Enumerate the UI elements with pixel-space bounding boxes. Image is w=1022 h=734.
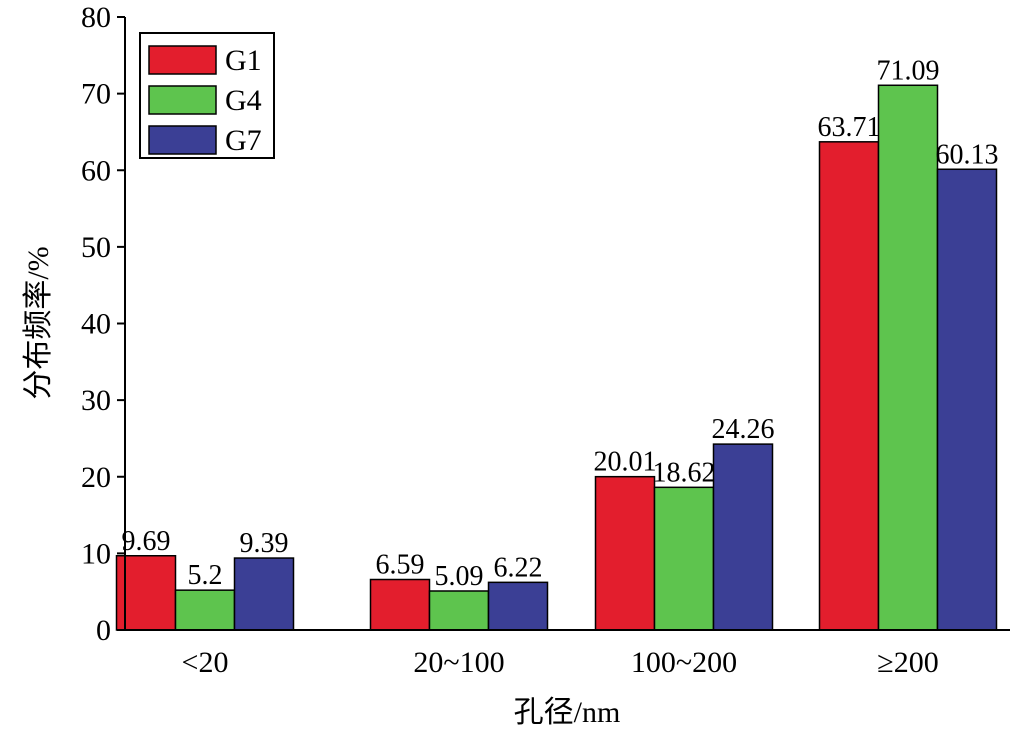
x-axis-title: 孔径/nm <box>514 696 621 729</box>
x-tick-label: <20 <box>182 646 229 679</box>
legend-label: G4 <box>225 84 262 117</box>
data-label: 20.01 <box>594 447 657 478</box>
data-label: 9.39 <box>240 528 289 559</box>
y-tick-label: 80 <box>81 1 111 34</box>
y-tick-label: 0 <box>96 614 111 647</box>
bar-g1 <box>818 141 880 631</box>
legend-label: G7 <box>225 124 262 157</box>
legend-swatch-g1 <box>148 45 217 75</box>
x-tick-label: 20~100 <box>413 646 504 679</box>
data-label: 5.09 <box>435 561 484 592</box>
legend-swatch-g7 <box>148 125 217 155</box>
bar-g4 <box>174 589 236 631</box>
bar-g7 <box>936 168 998 631</box>
y-tick-label: 20 <box>81 461 111 494</box>
y-tick-label: 60 <box>81 154 111 187</box>
bar-g1 <box>369 578 431 631</box>
y-tick-label: 10 <box>81 537 111 570</box>
data-label: 5.2 <box>188 560 223 591</box>
y-ticks-group: 0 10 20 30 40 50 60 70 80 <box>81 1 125 647</box>
data-label: 24.26 <box>712 414 775 445</box>
legend-label: G1 <box>225 44 262 77</box>
data-label: 6.22 <box>494 552 543 583</box>
x-tick-label: ≥200 <box>877 646 938 679</box>
legend: G1 G4 G7 <box>139 32 275 159</box>
data-label: 9.69 <box>122 526 171 557</box>
bar-g1 <box>594 475 656 631</box>
data-label: 63.71 <box>818 112 881 143</box>
bar-g7 <box>712 443 774 631</box>
y-tick-label: 50 <box>81 231 111 264</box>
y-axis-title: 分布频率/% <box>22 246 55 399</box>
bar-g7 <box>487 581 549 631</box>
x-ticks-group: <20 20~100 100~200 ≥200 <box>182 646 939 679</box>
data-label: 60.13 <box>936 139 999 170</box>
bar-g4 <box>653 486 715 631</box>
bar-g4 <box>428 590 490 631</box>
y-tick-label: 70 <box>81 78 111 111</box>
data-label: 71.09 <box>877 55 940 86</box>
legend-swatch-g4 <box>148 85 217 115</box>
x-tick-label: 100~200 <box>631 646 737 679</box>
bar-g4 <box>877 84 939 631</box>
data-label: 18.62 <box>653 457 716 488</box>
data-label: 6.59 <box>376 550 425 581</box>
y-tick-label: 30 <box>81 384 111 417</box>
bar-g1 <box>115 555 177 631</box>
y-tick-label: 40 <box>81 308 111 341</box>
data-labels-group: 9.69 6.59 20.01 63.71 5.2 5.09 18.62 71.09 9.39 6… <box>122 55 999 592</box>
bars-group <box>115 84 998 631</box>
bar-g7 <box>233 557 295 631</box>
